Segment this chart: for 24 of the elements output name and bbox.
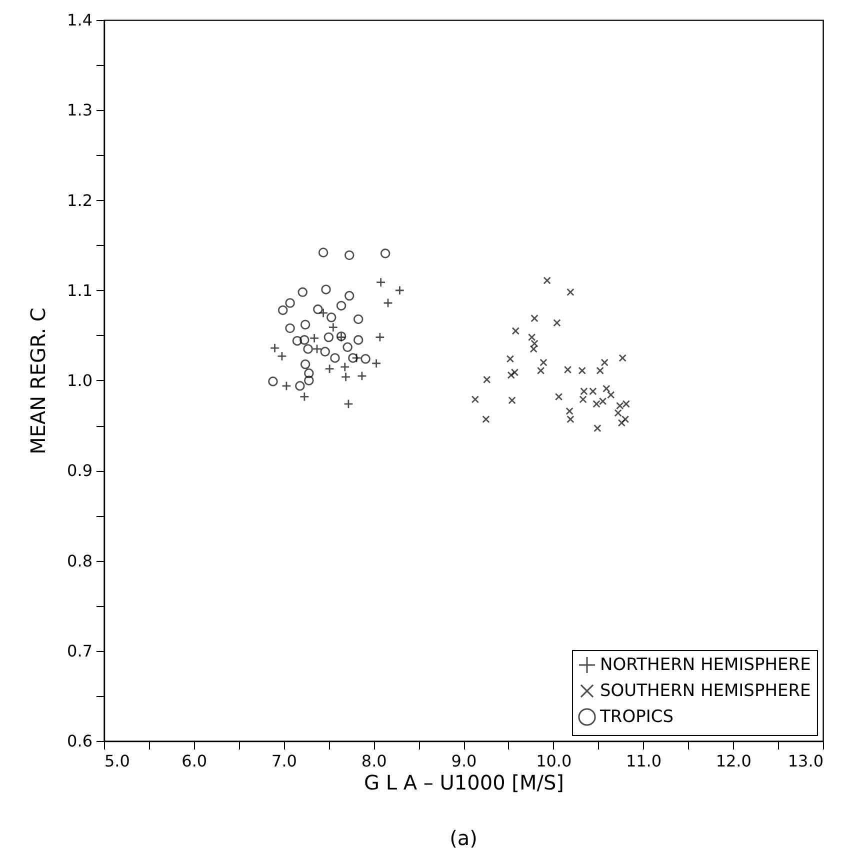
x-tick-label: 13.0 bbox=[788, 752, 824, 770]
x-tick-label: 9.0 bbox=[451, 752, 477, 770]
y-tick-label: 1.4 bbox=[67, 10, 92, 30]
y-tick-label: 1.1 bbox=[67, 280, 92, 300]
text: (a) bbox=[450, 826, 478, 850]
x-tick-label: 7.0 bbox=[272, 752, 297, 770]
y-tick-label: 1.3 bbox=[67, 100, 92, 120]
x-tick-label: 6.0 bbox=[182, 752, 208, 770]
y-tick-label: 0.8 bbox=[67, 551, 92, 570]
x-tick-label: 12.0 bbox=[716, 752, 752, 770]
y-tick-label: 1.0 bbox=[67, 371, 92, 390]
legend-label: SOUTHERN HEMISPHERE bbox=[600, 681, 811, 701]
y-tick-label: 0.6 bbox=[67, 732, 92, 750]
y-axis-title: MEAN REGR. C bbox=[26, 308, 50, 454]
x-axis-title: G L A – U1000 [M/S] bbox=[364, 770, 564, 794]
legend-label: NORTHERN HEMISPHERE bbox=[600, 655, 811, 675]
y-tick-label: 0.9 bbox=[67, 461, 92, 480]
x-tick-label: 8.0 bbox=[361, 752, 387, 770]
y-tick-label: 0.7 bbox=[67, 641, 92, 660]
x-tick-label: 5.0 bbox=[104, 752, 130, 770]
x-tick-label: 10.0 bbox=[536, 752, 572, 770]
x-tick-label: 11.0 bbox=[626, 752, 662, 770]
legend-label: TROPICS bbox=[599, 707, 674, 727]
y-tick-label: 1.2 bbox=[67, 190, 92, 210]
